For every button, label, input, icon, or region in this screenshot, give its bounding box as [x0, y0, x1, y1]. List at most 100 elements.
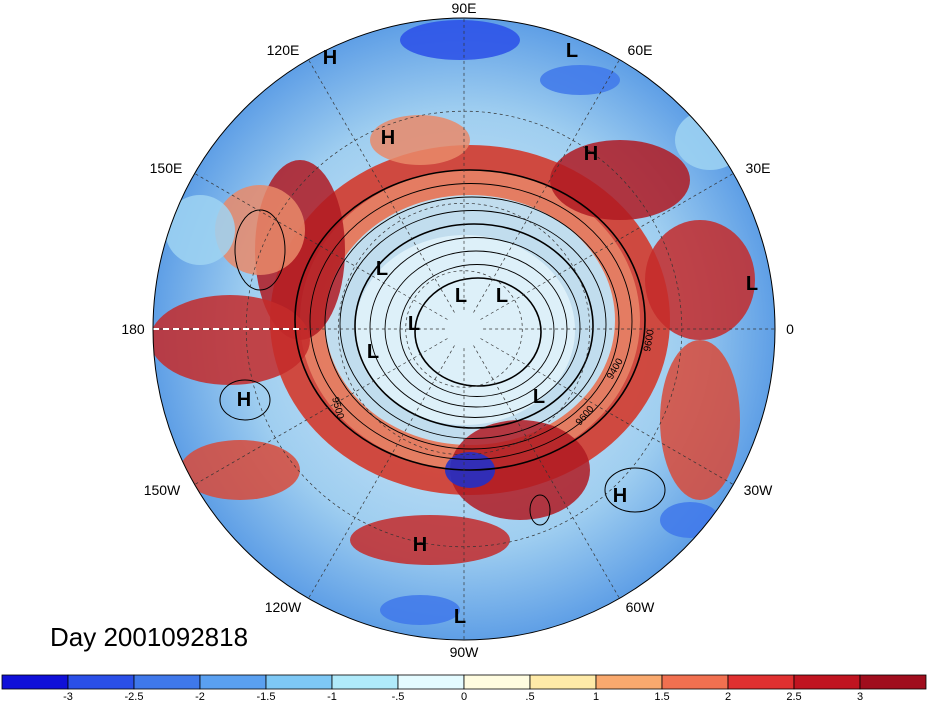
colorbar-swatch: [463, 674, 531, 690]
lon-label-150e: 150E: [150, 160, 183, 176]
lon-label-180: 180: [121, 321, 145, 337]
shaded-region: [450, 420, 590, 520]
shaded-region: [153, 295, 310, 385]
colorbar-tick-label: 0: [461, 691, 467, 702]
contour-line: [399, 264, 555, 397]
colorbar-swatch: [265, 674, 333, 690]
lon-label-150w: 150W: [144, 482, 181, 498]
low-pressure-label: L: [454, 606, 466, 628]
meridian-line: [473, 345, 620, 599]
colorbar-swatch: [133, 674, 201, 690]
colorbar-tick-label: 1: [593, 691, 599, 702]
contour-line: [234, 209, 286, 291]
colorbar-tick-label: -2: [195, 691, 205, 702]
colorbar-tick-label: 2.5: [786, 691, 801, 702]
contour-line: [309, 183, 633, 460]
height-contours: [219, 169, 666, 526]
latitude-circle: [337, 202, 591, 456]
lon-label-120e: 120E: [267, 42, 300, 58]
high-pressure-label: H: [584, 143, 598, 165]
map-boundary: [152, 17, 776, 641]
colorbar-swatch: [199, 674, 267, 690]
contour-label: 9600: [642, 328, 657, 352]
contour-line: [294, 169, 646, 471]
colorbar-swatch: [397, 674, 465, 690]
low-pressure-label: L: [367, 341, 379, 363]
contour-line: [339, 210, 607, 439]
contour-line: [529, 494, 551, 526]
lon-label-60w: 60W: [626, 599, 656, 615]
low-pressure-label: L: [455, 285, 467, 307]
lon-label-120w: 120W: [265, 599, 302, 615]
shaded-region: [165, 195, 235, 265]
colorbar-swatch: [67, 674, 135, 690]
shaded-region: [675, 110, 745, 170]
shaded-region: [180, 440, 300, 500]
longitude-labels: 90E 60E 30E 0 30W 60W 90W 120W 150W 180 …: [121, 0, 794, 660]
high-pressure-label: H: [237, 389, 251, 411]
contour-line: [219, 379, 271, 421]
lon-label-0: 0: [786, 321, 794, 337]
meridian-line: [308, 345, 455, 599]
low-pressure-label: L: [376, 258, 388, 280]
map-title: Day 2001092818: [50, 622, 248, 652]
low-pressure-label: L: [408, 313, 420, 335]
contour-line: [369, 237, 581, 418]
contour-line: [384, 250, 568, 408]
colorbar-tick-label: -3: [63, 691, 73, 702]
shaded-region: [355, 235, 575, 425]
low-pressure-label: L: [533, 386, 545, 408]
contour-line: [604, 467, 666, 513]
colorbar-swatch: [331, 674, 399, 690]
shaded-region: [215, 185, 305, 275]
lon-label-90w: 90W: [450, 644, 480, 660]
pressure-center-labels: H H H H H H L L L L L L L L L: [237, 40, 758, 628]
colorbar-swatch: [1, 674, 69, 690]
shaded-region: [380, 595, 460, 625]
lon-label-60e: 60E: [628, 42, 653, 58]
contour-line: [354, 223, 594, 429]
colorbar-tick-label: -1.5: [257, 691, 276, 702]
shaded-region: [660, 502, 720, 538]
contour-line: [414, 277, 542, 387]
colorbar-tick-label: -.5: [392, 691, 405, 702]
colorbar-tick-label: 1.5: [654, 691, 669, 702]
meridian-line: [480, 173, 734, 320]
shaded-region: [370, 115, 470, 165]
shaded-region: [540, 65, 620, 95]
colorbar-swatch: [859, 674, 927, 690]
meridian-line: [308, 59, 455, 313]
shaded-region: [645, 220, 755, 340]
colorbar-tick-label: 3: [857, 691, 863, 702]
lon-label-30w: 30W: [744, 482, 774, 498]
lon-label-30e: 30E: [746, 160, 771, 176]
high-pressure-label: H: [323, 47, 337, 69]
contour-line: [324, 196, 620, 450]
high-pressure-label: H: [613, 485, 627, 507]
colorbar-swatch: [661, 674, 729, 690]
colorbar-tick-label: -2.5: [125, 691, 144, 702]
colorbar-tick-label: -1: [327, 691, 337, 702]
colorbar-swatch: [595, 674, 663, 690]
colorbar-tick-label: .5: [525, 691, 534, 702]
meridian-line: [480, 338, 734, 485]
latitude-circle: [405, 270, 523, 388]
lon-label-90e: 90E: [452, 0, 477, 16]
shaded-region: [400, 20, 520, 60]
meridian-line: [473, 59, 620, 313]
low-pressure-label: L: [496, 285, 508, 307]
colorbar-swatch: [529, 674, 597, 690]
shaded-region: [350, 515, 510, 565]
shaded-region: [660, 340, 740, 500]
meridian-line: [194, 338, 448, 485]
colorbar-swatch: [793, 674, 861, 690]
low-pressure-label: L: [566, 40, 578, 62]
shaded-region: [550, 140, 690, 220]
low-pressure-label: L: [746, 273, 758, 295]
meridian-line: [194, 173, 448, 320]
high-pressure-label: H: [381, 127, 395, 149]
high-pressure-label: H: [413, 534, 427, 556]
colorbar: -3 -2.5 -2 -1.5 -1 -.5 0 .5 1 1.5 2 2.5 3: [1, 674, 927, 702]
colorbar-swatch: [727, 674, 795, 690]
